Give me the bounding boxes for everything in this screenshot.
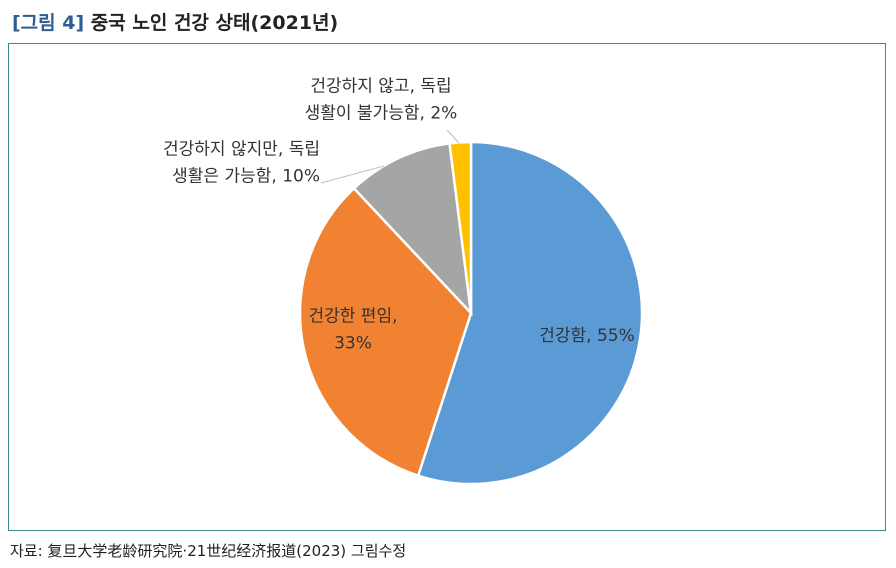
leader-line-4 xyxy=(446,129,460,144)
source-note: 자료: 复旦大学老龄研究院·21世纪经济报道(2023) 그림수정 xyxy=(10,542,407,560)
figure-title-text: 중국 노인 건강 상태(2021년) xyxy=(90,12,339,34)
slice-label-3-line-2: 생활은 가능함, 10% xyxy=(172,167,320,187)
pie-slice-3 xyxy=(352,141,473,317)
pie-slice-2 xyxy=(298,186,473,478)
slice-label-4-line-1: 건강하지 않고, 독립 xyxy=(310,77,451,97)
figure-title: [그림 4] 중국 노인 건강 상태(2021년) xyxy=(12,8,338,35)
slice-label-3-line-1: 건강하지 않지만, 독립 xyxy=(163,140,320,160)
slice-label-2-line-1: 건강한 편임, xyxy=(308,307,397,327)
slice-label-4-line-2: 생활이 불가능함, 2% xyxy=(305,104,458,124)
slice-label-2-line-2: 33% xyxy=(334,334,372,354)
leader-line-3 xyxy=(320,165,385,184)
pie-slice-1 xyxy=(416,140,644,486)
figure-label: [그림 4] xyxy=(12,12,85,34)
pie-slice-4 xyxy=(448,140,473,314)
slice-label-1-line-1: 건강함, 55% xyxy=(539,326,635,346)
